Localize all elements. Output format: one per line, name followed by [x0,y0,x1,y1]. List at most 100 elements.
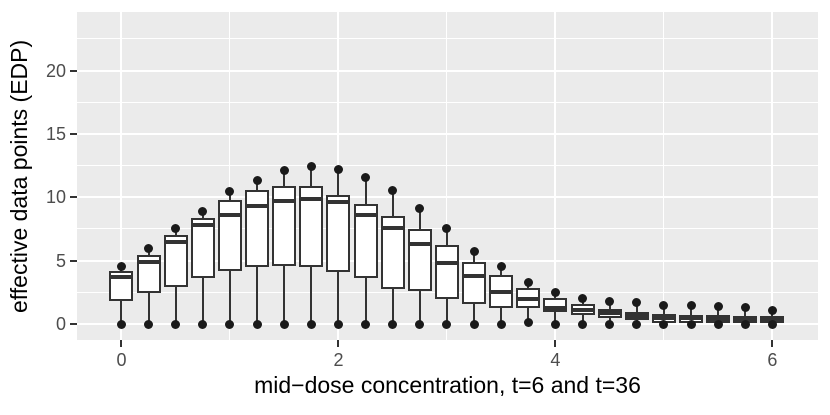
gridline-minor-y [77,165,818,167]
gridline-major-x [120,12,123,340]
outlier-dot-lower [713,319,723,329]
outlier-dot-upper [171,223,181,233]
median-line [464,273,485,278]
median-line [192,223,213,228]
x-tick-label: 4 [550,350,561,370]
x-tick-label: 6 [767,350,778,370]
outlier-dot-upper [523,277,533,287]
outlier-dot-upper [632,297,642,307]
outlier-dot-upper [713,301,723,311]
whisker-lower [473,303,476,325]
median-line [626,314,647,319]
outlier-dot-lower [442,319,452,329]
gridline-minor-x [446,12,448,340]
outlier-dot-lower [415,319,425,329]
median-line [599,311,620,316]
outlier-dot-lower [496,319,506,329]
outlier-dot-lower [198,319,208,329]
box [272,185,297,266]
median-line [545,305,566,310]
median-line [708,317,729,321]
gridline-minor-x [229,12,231,340]
whisker-lower [337,272,340,325]
whisker-lower [527,308,530,323]
gridline-minor-y [77,38,818,40]
gridline-major-y [77,196,818,199]
outlier-dot-lower [767,319,777,329]
median-line [355,213,376,218]
outlier-dot-upper [442,224,452,234]
median-line [247,203,268,208]
outlier-dot-lower [306,319,316,329]
outlier-dot-upper [605,296,615,306]
whisker-upper [364,177,367,204]
outlier-dot-lower [144,319,154,329]
outlier-dot-upper [144,244,154,254]
whisker-lower [228,270,231,325]
outlier-dot-lower [578,319,588,329]
whisker-lower [283,265,286,325]
outlier-dot-upper [578,293,588,303]
outlier-dot-lower [550,319,560,329]
gridline-major-x [554,12,557,340]
median-line [653,316,674,321]
box [245,189,270,267]
whisker-lower [147,292,150,325]
whisker-upper [473,251,476,262]
box [597,308,622,318]
whisker-upper [690,305,693,315]
whisker-lower [391,288,394,325]
whisker-upper [310,166,313,186]
outlier-dot-upper [550,288,560,298]
gridline-minor-y [77,101,818,103]
box [407,228,432,292]
whisker-lower [554,311,557,325]
median-line [328,200,349,205]
y-tick-label: 10 [45,187,66,208]
y-tick-mark [70,323,77,326]
outlier-dot-upper [740,303,750,313]
median-line [409,242,430,247]
box [434,245,459,299]
outlier-dot-lower [279,319,289,329]
y-tick-mark [70,69,77,72]
y-tick-mark [70,196,77,199]
outlier-dot-lower [252,319,262,329]
box [624,311,649,321]
whisker-lower [120,300,123,325]
whisker-lower [310,266,313,325]
outlier-dot-upper [659,300,669,310]
box [380,216,405,289]
x-tick-mark [120,340,123,347]
median-line [382,225,403,230]
x-axis-title: mid−dose concentration, t=6 and t=36 [254,372,641,398]
gridline-minor-x [663,12,665,340]
box [136,254,161,293]
whisker-upper [418,208,421,229]
outlier-dot-upper [767,306,777,316]
median-line [111,275,132,280]
median-line [301,196,322,201]
box [543,298,568,312]
outlier-dot-lower [388,319,398,329]
box [326,194,351,273]
outlier-dot-upper [306,162,316,172]
box [570,304,595,316]
x-tick-label: 0 [116,350,127,370]
outlier-dot-upper [198,206,208,216]
whisker-lower [201,278,204,325]
outlier-dot-upper [415,204,425,214]
box [217,199,242,271]
outlier-dot-upper [686,301,696,311]
outlier-dot-lower [686,319,696,329]
median-line [491,289,512,294]
y-tick-label: 5 [55,250,66,271]
outlier-dot-lower [171,319,181,329]
gridline-major-y [77,69,818,72]
plot-panel [77,12,818,340]
y-tick-label: 15 [45,123,66,144]
gridline-major-x [771,12,774,340]
outlier-dot-lower [333,319,343,329]
outlier-dot-lower [659,319,669,329]
